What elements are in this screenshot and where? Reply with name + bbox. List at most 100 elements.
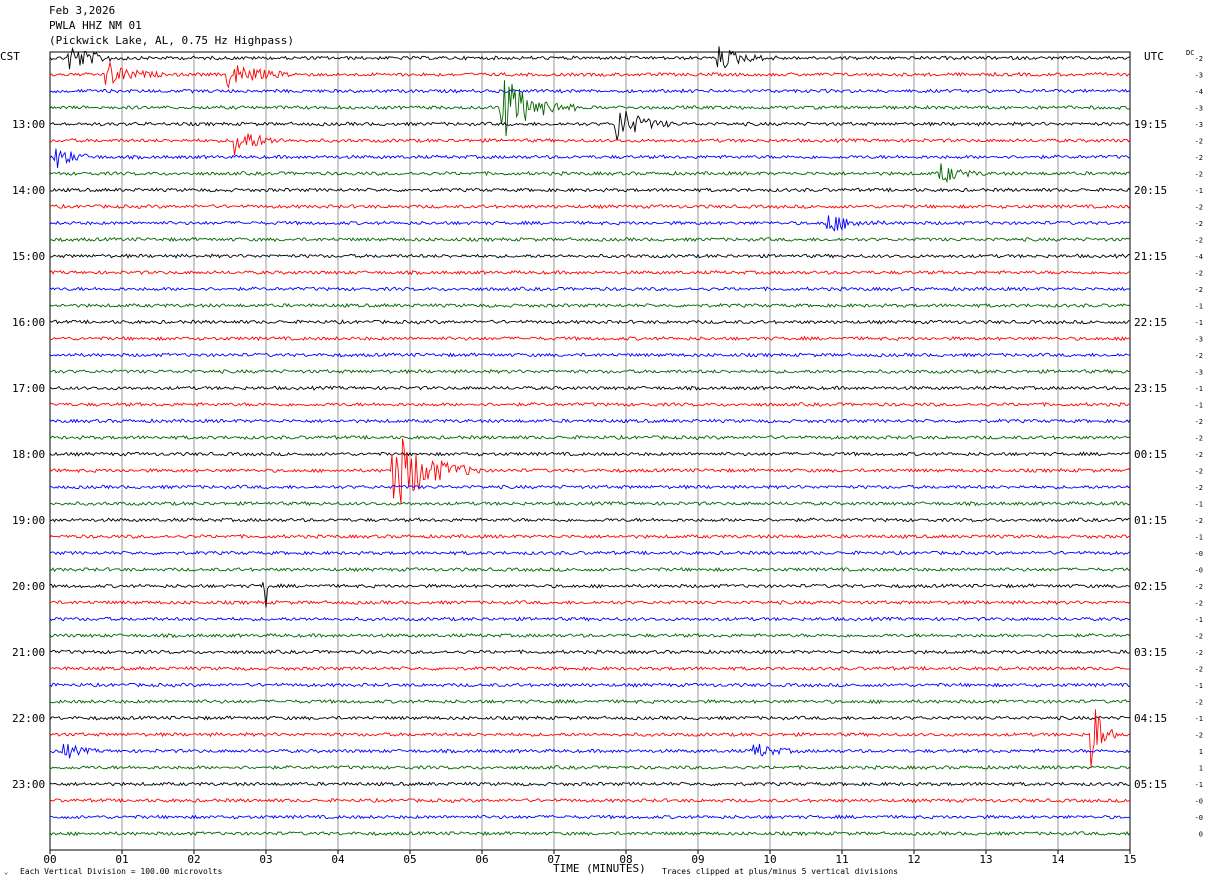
trace-41 <box>49 709 1131 767</box>
trace-17 <box>49 335 1130 342</box>
right-hour-label-1: 20:15 <box>1134 184 1167 197</box>
dc-offset-35: -2 <box>1195 633 1203 641</box>
right-hour-label-3: 22:15 <box>1134 316 1167 329</box>
trace-22 <box>49 418 1131 424</box>
right-hour-label-8: 03:15 <box>1134 646 1167 659</box>
trace-5 <box>49 133 1131 156</box>
dc-offset-3: -3 <box>1195 105 1203 113</box>
dc-offset-9: -2 <box>1195 204 1203 212</box>
trace-20 <box>49 385 1131 391</box>
trace-47 <box>49 830 1131 837</box>
trace-45 <box>49 797 1131 804</box>
dc-offset-17: -3 <box>1195 336 1203 344</box>
plot-frame <box>49 51 1131 851</box>
x-tick-label-13: 13 <box>979 853 992 866</box>
left-hour-label-10: 23:00 <box>12 778 45 791</box>
right-hour-label-6: 01:15 <box>1134 514 1167 527</box>
dc-label: DC <box>1186 49 1195 57</box>
trace-12 <box>49 253 1131 259</box>
dc-offset-0: -2 <box>1195 55 1203 63</box>
dc-offset-30: -0 <box>1195 550 1203 558</box>
dc-offset-5: -2 <box>1195 138 1203 146</box>
date-label: Feb 3,2026 <box>49 4 116 17</box>
dc-offset-21: -1 <box>1195 402 1203 410</box>
dc-offset-23: -2 <box>1195 435 1203 443</box>
trace-43 <box>49 764 1131 771</box>
left-hour-label-8: 21:00 <box>12 646 45 659</box>
right-hour-label-0: 19:15 <box>1134 118 1167 131</box>
trace-46 <box>49 814 1131 820</box>
x-tick-label-01: 01 <box>115 853 128 866</box>
x-tick-label-09: 09 <box>691 853 704 866</box>
trace-42 <box>49 743 1131 759</box>
right-hour-label-10: 05:15 <box>1134 778 1167 791</box>
trace-10 <box>49 215 1131 232</box>
corner-mark: ⌄ <box>4 868 9 876</box>
dc-offset-47: 0 <box>1199 831 1203 839</box>
trace-19 <box>49 368 1131 375</box>
trace-23 <box>49 434 1131 441</box>
x-tick-label-14: 14 <box>1051 853 1065 866</box>
trace-34 <box>49 616 1131 622</box>
left-hour-label-0: 13:00 <box>12 118 45 131</box>
x-axis-title: TIME (MINUTES) <box>553 862 646 875</box>
trace-25 <box>49 438 1131 505</box>
x-tick-label-05: 05 <box>403 853 416 866</box>
trace-16 <box>49 319 1131 325</box>
trace-30 <box>49 550 1131 556</box>
trace-21 <box>49 401 1131 408</box>
dc-offset-2: -4 <box>1195 88 1203 96</box>
right-hour-label-2: 21:15 <box>1134 250 1167 263</box>
x-tick-label-12: 12 <box>907 853 920 866</box>
x-tick-label-07: 07 <box>547 853 560 866</box>
dc-offset-24: -2 <box>1195 451 1203 459</box>
dc-offset-43: 1 <box>1199 765 1203 773</box>
trace-28 <box>49 517 1131 523</box>
trace-27 <box>49 500 1131 507</box>
dc-offset-33: -2 <box>1195 600 1203 608</box>
trace-26 <box>49 484 1131 490</box>
station-label: PWLA HHZ NM 01 <box>49 19 142 32</box>
trace-2 <box>49 88 1131 94</box>
x-tick-label-03: 03 <box>259 853 272 866</box>
dc-offset-12: -4 <box>1195 253 1203 261</box>
trace-7 <box>49 163 1131 184</box>
dc-offset-20: -1 <box>1195 385 1203 393</box>
trace-15 <box>49 302 1131 309</box>
trace-13 <box>49 269 1131 276</box>
dc-offset-26: -2 <box>1195 484 1203 492</box>
right-hour-label-7: 02:15 <box>1134 580 1167 593</box>
dc-offset-40: -1 <box>1195 715 1203 723</box>
dc-offset-37: -2 <box>1195 666 1203 674</box>
x-tick-label-08: 08 <box>619 853 632 866</box>
trace-1 <box>49 62 1131 89</box>
trace-18 <box>49 352 1131 358</box>
trace-37 <box>49 665 1131 672</box>
right-hour-label-4: 23:15 <box>1134 382 1167 395</box>
dc-offset-8: -1 <box>1195 187 1203 195</box>
trace-31 <box>49 567 1131 573</box>
dc-offset-42: 1 <box>1199 748 1203 756</box>
x-tick-label-04: 04 <box>331 853 345 866</box>
x-tick-label-11: 11 <box>835 853 848 866</box>
trace-24 <box>49 451 1131 457</box>
trace-33 <box>50 599 1131 606</box>
dc-offset-22: -2 <box>1195 418 1203 426</box>
trace-39 <box>49 698 1131 705</box>
dc-offset-1: -3 <box>1195 72 1203 80</box>
trace-3 <box>49 80 1131 137</box>
dc-offset-39: -2 <box>1195 699 1203 707</box>
dc-offset-7: -2 <box>1195 171 1203 179</box>
left-hour-label-1: 14:00 <box>12 184 45 197</box>
trace-8 <box>49 187 1131 193</box>
dc-offset-19: -3 <box>1195 369 1203 377</box>
dc-offset-38: -1 <box>1195 682 1203 690</box>
dc-offset-44: -1 <box>1195 781 1203 789</box>
dc-offset-18: -2 <box>1195 352 1203 360</box>
right-hour-label-9: 04:15 <box>1134 712 1167 725</box>
left-hour-label-2: 15:00 <box>12 250 45 263</box>
dc-offset-46: -0 <box>1195 814 1203 822</box>
dc-offset-32: -2 <box>1195 583 1203 591</box>
dc-offset-34: -1 <box>1195 616 1203 624</box>
trace-0 <box>49 46 1131 70</box>
